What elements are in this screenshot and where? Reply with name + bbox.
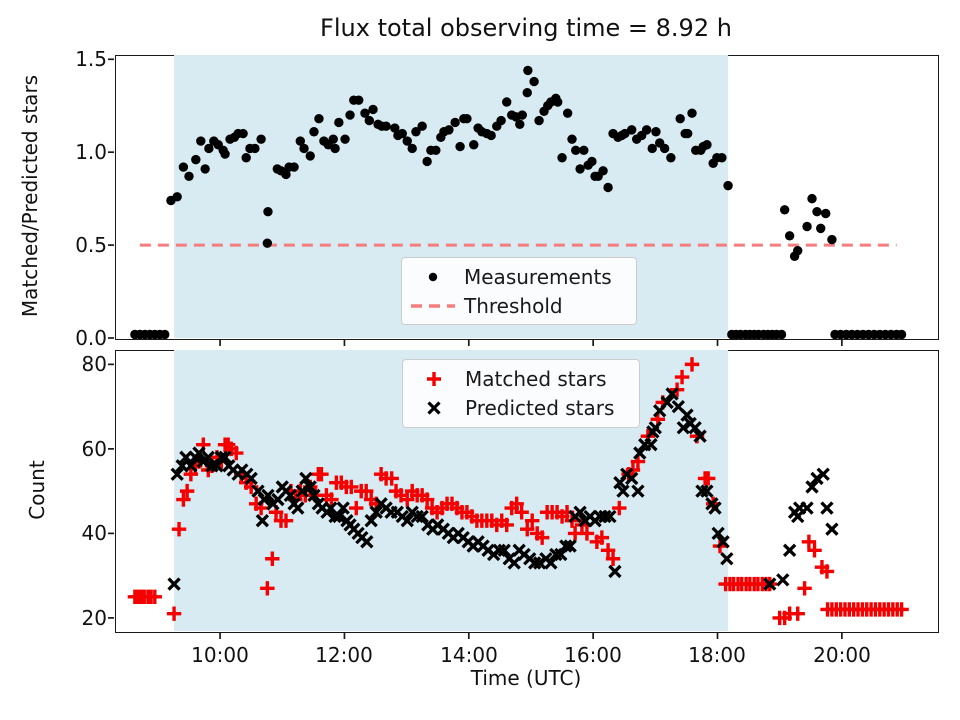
ratio-ytick-10: 1.0 — [75, 140, 107, 164]
legend-label-measurements: Measurements — [464, 264, 612, 289]
legend-item-predicted-stars: Predicted stars — [403, 396, 639, 422]
dot-marker-icon — [402, 268, 464, 286]
x-axis-label: Time (UTC) — [470, 666, 582, 690]
xtick-1800: 18:00 — [688, 643, 746, 667]
xtick-1400: 14:00 — [440, 643, 498, 667]
legend-item-measurements: Measurements — [402, 264, 636, 289]
legend-item-matched-stars: Matched stars — [403, 366, 639, 392]
count-ytick-20: 20 — [81, 606, 107, 630]
xtick-1000: 10:00 — [191, 643, 249, 667]
xtick-1200: 12:00 — [315, 643, 373, 667]
count-y-axis-label: Count — [25, 460, 49, 520]
count-ytick-40: 40 — [81, 521, 107, 545]
ratio-y-axis-label: Matched/Predicted stars — [18, 74, 42, 318]
ratio-legend: Measurements Threshold — [401, 257, 637, 325]
dashed-line-icon — [402, 302, 464, 310]
chart-title: Flux total observing time = 8.92 h — [320, 14, 732, 42]
legend-label-threshold: Threshold — [464, 293, 563, 318]
legend-item-threshold: Threshold — [402, 293, 636, 318]
xtick-2000: 20:00 — [813, 643, 871, 667]
legend-label-matched-stars: Matched stars — [465, 366, 607, 391]
count-legend: Matched stars Predicted stars — [402, 359, 640, 428]
ratio-ytick-05: 0.5 — [75, 233, 107, 257]
xtick-1600: 16:00 — [564, 643, 622, 667]
x-marker-icon — [403, 399, 465, 417]
count-ytick-60: 60 — [81, 437, 107, 461]
plus-marker-icon — [403, 370, 465, 388]
ratio-ytick-15: 1.5 — [75, 47, 107, 71]
count-ytick-80: 80 — [81, 352, 107, 376]
ratio-ytick-0: 0.0 — [75, 326, 107, 350]
legend-label-predicted-stars: Predicted stars — [465, 396, 615, 421]
